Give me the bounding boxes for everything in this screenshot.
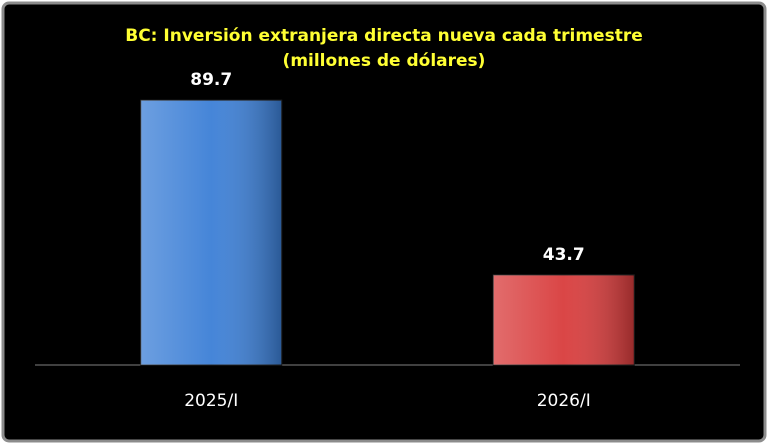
chart-title: BC: Inversión extranjera directa nueva c… [125,26,643,46]
data-label: 43.7 [543,245,585,265]
bar-shade [140,100,282,365]
data-label: 89.7 [190,70,232,90]
x-tick-label: 2026/I [537,391,591,411]
chart-subtitle: (millones de dólares) [283,51,486,71]
x-tick-label: 2025/I [184,391,238,411]
bar-shade [493,274,635,365]
